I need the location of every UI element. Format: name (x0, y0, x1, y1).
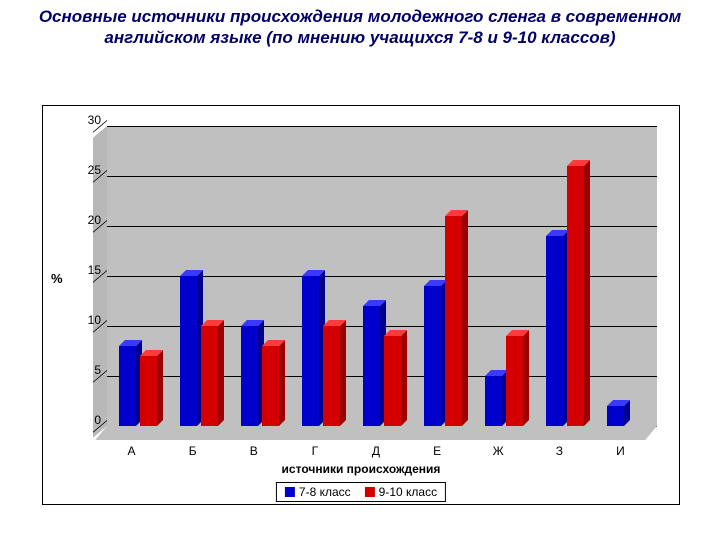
bar (201, 326, 218, 426)
bar (567, 166, 584, 426)
x-tick-label: Ж (493, 444, 504, 458)
bar (424, 286, 441, 426)
y-tick-label: 30 (71, 113, 101, 127)
bar (607, 406, 624, 426)
bar (323, 326, 340, 426)
gridline (107, 126, 657, 127)
bar (485, 376, 502, 426)
x-tick-label: Б (189, 444, 197, 458)
bar (363, 306, 380, 426)
y-tick-label: 10 (71, 313, 101, 327)
bar (445, 216, 462, 426)
legend-item-series1: 7-8 класс (285, 485, 351, 499)
legend-swatch-2 (365, 487, 375, 497)
x-tick-label: А (128, 444, 136, 458)
legend-swatch-1 (285, 487, 295, 497)
x-tick-label: В (250, 444, 258, 458)
legend-item-series2: 9-10 класс (365, 485, 437, 499)
x-tick-label: З (556, 444, 563, 458)
x-axis-label: источники происхождения (43, 462, 679, 476)
chart-frame: % источники происхождения 7-8 класс 9-10… (42, 105, 680, 505)
bar (506, 336, 523, 426)
y-tick-label: 15 (71, 263, 101, 277)
bar (302, 276, 319, 426)
legend-label-2: 9-10 класс (379, 485, 437, 499)
bar (180, 276, 197, 426)
bar (140, 356, 157, 426)
legend-label-1: 7-8 класс (299, 485, 351, 499)
legend: 7-8 класс 9-10 класс (276, 482, 446, 502)
bar (262, 346, 279, 426)
plot-floor (95, 426, 657, 440)
x-tick-label: И (616, 444, 625, 458)
x-tick-label: Г (312, 444, 319, 458)
bar (241, 326, 258, 426)
bar (384, 336, 401, 426)
x-tick-label: Е (433, 444, 441, 458)
bar (119, 346, 136, 426)
bar (546, 236, 563, 426)
y-axis-label: % (51, 271, 63, 286)
y-tick-label: 0 (71, 413, 101, 427)
y-tick-label: 5 (71, 363, 101, 377)
x-tick-label: Д (372, 444, 380, 458)
y-tick-label: 25 (71, 163, 101, 177)
plot-area (107, 126, 657, 426)
y-tick-label: 20 (71, 213, 101, 227)
chart-title: Основные источники происхождения молодеж… (0, 0, 720, 51)
